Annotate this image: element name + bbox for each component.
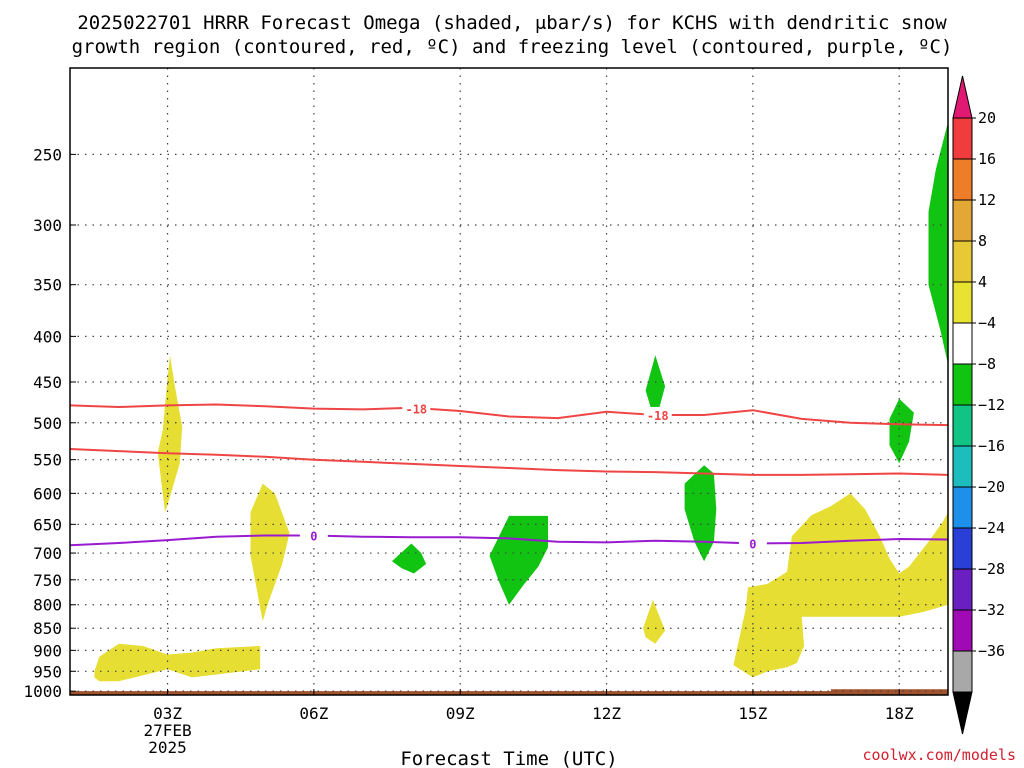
terrain-layer bbox=[70, 689, 948, 695]
omega-region bbox=[889, 398, 914, 464]
y-tick-label: 400 bbox=[33, 327, 62, 346]
colorbar-swatch bbox=[952, 527, 973, 570]
y-tick-label: 800 bbox=[33, 596, 62, 615]
colorbar-tick-label: 8 bbox=[978, 232, 987, 250]
y-tick-label: 550 bbox=[33, 451, 62, 470]
colorbar-swatch bbox=[952, 281, 973, 324]
colorbar-swatch bbox=[952, 240, 973, 283]
colorbar-tick-label: 4 bbox=[978, 273, 987, 291]
colorbar-swatch bbox=[952, 322, 973, 365]
colorbar-swatch bbox=[952, 445, 973, 488]
colorbar-swatch bbox=[952, 609, 973, 652]
dgz-contour bbox=[69, 448, 949, 476]
y-tick-label: 350 bbox=[33, 276, 62, 295]
colorbar-tick-label: −20 bbox=[978, 478, 1005, 496]
colorbar-tick-label: −4 bbox=[978, 314, 996, 332]
y-tick-label: 850 bbox=[33, 619, 62, 638]
x-tick-sublabel: 2025 bbox=[148, 738, 187, 757]
plot-area: -18 -18 0 0 bbox=[69, 67, 949, 696]
omega-region bbox=[684, 465, 717, 562]
y-tick-label: 700 bbox=[33, 544, 62, 563]
x-tick-sublabel: 27FEB bbox=[143, 721, 191, 740]
colorbar-bottom-arrow bbox=[952, 691, 973, 735]
omega-shading-layer bbox=[94, 122, 948, 682]
y-tick-label: 950 bbox=[33, 662, 62, 681]
colorbar-tick-label: 20 bbox=[978, 109, 996, 127]
x-tick-label: 03Z bbox=[153, 704, 182, 723]
colorbar-tick-label: 12 bbox=[978, 191, 996, 209]
omega-region bbox=[391, 543, 427, 574]
y-tick-label: 250 bbox=[33, 145, 62, 164]
colorbar-swatch bbox=[952, 158, 973, 201]
x-axis-label: Forecast Time (UTC) bbox=[400, 748, 617, 768]
freezing-level-contour-label-bg bbox=[299, 527, 328, 543]
chart-title-line-2: growth region (contoured, red, ºC) and f… bbox=[72, 36, 953, 58]
omega-region bbox=[645, 355, 666, 423]
colorbar-swatch bbox=[952, 404, 973, 447]
colorbar-tick-label: 16 bbox=[978, 150, 996, 168]
omega-region bbox=[733, 493, 948, 678]
freezing-level-contour-label-bg bbox=[738, 535, 767, 551]
y-tick-label: 750 bbox=[33, 571, 62, 590]
colorbar-tick-label: −32 bbox=[978, 601, 1005, 619]
y-tick-label: 600 bbox=[33, 484, 62, 503]
freezing-level-contour-label: 0 bbox=[749, 538, 756, 552]
dgz-contour-label: -18 bbox=[405, 403, 427, 417]
colorbar-tick-label: −16 bbox=[978, 437, 1005, 455]
y-axis: 250 300 350 400 450 500 550 600 650 700 750 800 850 9… bbox=[23, 145, 76, 701]
dgz-contour-label: -18 bbox=[647, 409, 669, 423]
colorbar-tick-label: −8 bbox=[978, 355, 996, 373]
omega-region bbox=[928, 122, 948, 365]
omega-region bbox=[250, 483, 290, 622]
credit-link[interactable]: coolwx.com/models bbox=[862, 746, 1016, 764]
freezing-level-contour bbox=[69, 534, 949, 547]
colorbar-tick-label: −12 bbox=[978, 396, 1005, 414]
colorbar-swatch bbox=[952, 650, 973, 693]
omega-region bbox=[157, 355, 183, 513]
colorbar-swatch bbox=[952, 568, 973, 611]
colorbar-swatch bbox=[952, 199, 973, 242]
colorbar-tick-label: −28 bbox=[978, 560, 1005, 578]
contour-layer: -18 -18 0 0 bbox=[69, 400, 949, 552]
y-tick-label: 1000 bbox=[23, 682, 62, 701]
terrain-fill bbox=[70, 689, 948, 695]
colorbar: 20 16 12 8 4 −4 −8 −12 −16 −20 −24 −28 −32 −36 bbox=[952, 75, 1005, 735]
dgz-contour-label-bg bbox=[643, 406, 672, 422]
colorbar-tick-label: −36 bbox=[978, 642, 1005, 660]
dgz-contour-label-bg bbox=[402, 400, 431, 416]
y-tick-label: 300 bbox=[33, 216, 62, 235]
colorbar-swatch bbox=[952, 117, 973, 160]
y-tick-label: 650 bbox=[33, 515, 62, 534]
y-tick-label: 900 bbox=[33, 641, 62, 660]
omega-region bbox=[94, 643, 261, 682]
colorbar-tick-label: −24 bbox=[978, 519, 1005, 537]
colorbar-swatch bbox=[952, 363, 973, 406]
x-tick-label: 12Z bbox=[592, 704, 621, 723]
freezing-level-contour-label: 0 bbox=[310, 530, 317, 544]
chart-title-line-1: 2025022701 HRRR Forecast Omega (shaded, … bbox=[77, 12, 947, 34]
colorbar-swatch bbox=[952, 486, 973, 529]
x-tick-label: 18Z bbox=[885, 704, 914, 723]
omega-region bbox=[643, 599, 666, 644]
x-tick-label: 06Z bbox=[299, 704, 328, 723]
x-tick-label: 09Z bbox=[446, 704, 475, 723]
y-tick-label: 500 bbox=[33, 414, 62, 433]
y-tick-label: 450 bbox=[33, 373, 62, 392]
colorbar-top-arrow bbox=[952, 75, 973, 119]
x-tick-label: 15Z bbox=[738, 704, 767, 723]
dgz-contour bbox=[69, 403, 949, 427]
